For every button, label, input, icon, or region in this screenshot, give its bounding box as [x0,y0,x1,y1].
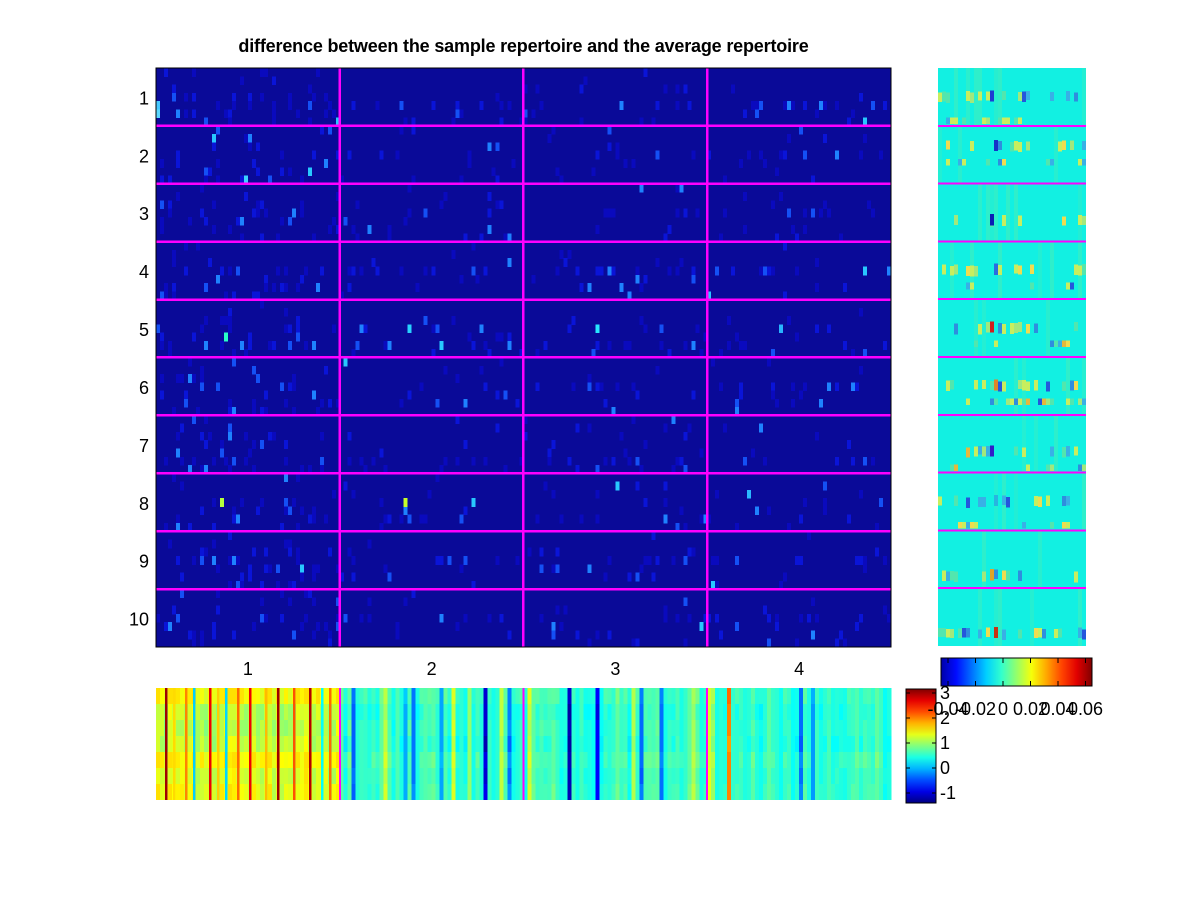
svg-text:5: 5 [139,320,149,340]
svg-text:3: 3 [940,683,950,703]
svg-text:9: 9 [139,552,149,572]
svg-text:1: 1 [243,659,253,679]
svg-text:0.06: 0.06 [1068,699,1103,719]
svg-text:0.02: 0.02 [1013,699,1048,719]
svg-text:6: 6 [139,378,149,398]
svg-text:1: 1 [940,733,950,753]
svg-text:4: 4 [794,659,804,679]
svg-text:7: 7 [139,436,149,456]
svg-text:2: 2 [940,708,950,728]
svg-text:10: 10 [129,610,149,630]
svg-text:2: 2 [427,659,437,679]
svg-text:0: 0 [998,699,1008,719]
svg-text:-0.04: -0.04 [927,699,968,719]
svg-text:-1: -1 [940,783,956,803]
svg-text:difference between the sample: difference between the sample repertoire… [238,36,808,56]
svg-text:0.04: 0.04 [1040,699,1075,719]
svg-text:8: 8 [139,494,149,514]
svg-text:0: 0 [940,758,950,778]
svg-text:-0.02: -0.02 [955,699,996,719]
svg-text:3: 3 [139,204,149,224]
svg-text:1: 1 [139,89,149,109]
svg-text:3: 3 [610,659,620,679]
svg-text:4: 4 [139,262,149,282]
svg-text:2: 2 [139,146,149,166]
